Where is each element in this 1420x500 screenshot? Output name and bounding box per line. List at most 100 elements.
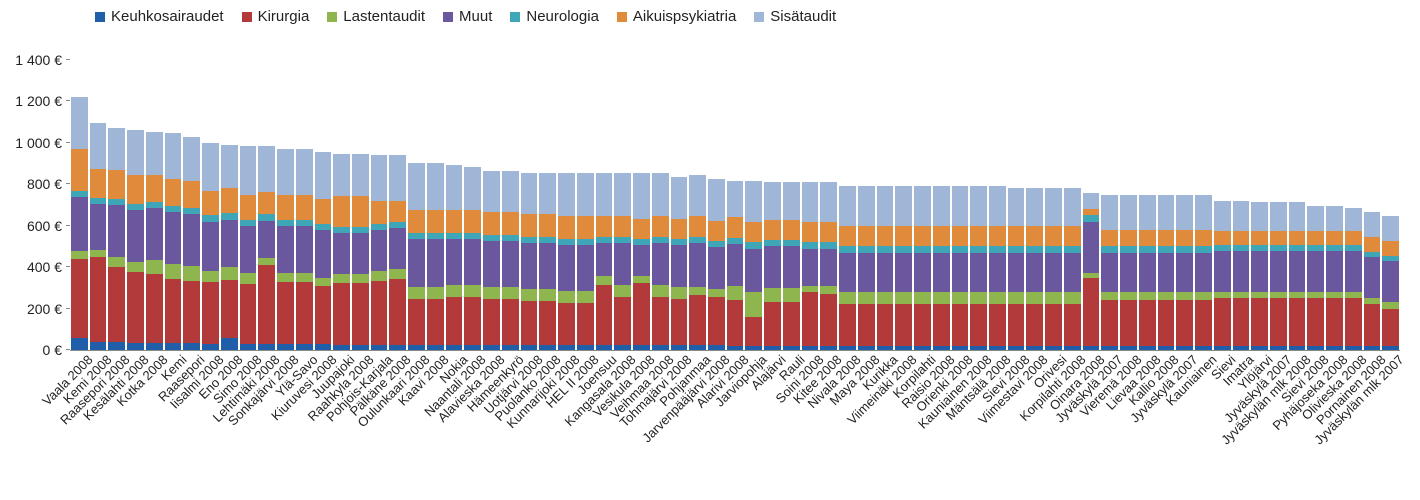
- bar-segment-muut: [127, 210, 144, 262]
- bar-segment-keuhko: [1139, 346, 1156, 350]
- bar-segment-kirurgia: [783, 302, 800, 346]
- bar-segment-lasten: [952, 292, 969, 304]
- bar-segment-muut: [1176, 253, 1193, 292]
- bar-segment-aikuis: [652, 216, 669, 237]
- bar-segment-kirurgia: [689, 295, 706, 345]
- bar: [521, 173, 538, 350]
- bar-segment-kirurgia: [1045, 304, 1062, 345]
- bar-segment-keuhko: [352, 345, 369, 350]
- bar-segment-aikuis: [521, 214, 538, 237]
- bar-segment-keuhko: [708, 345, 725, 350]
- bar-segment-muut: [671, 245, 688, 286]
- bar-segment-muut: [614, 243, 631, 284]
- bar-segment-sisa: [277, 149, 294, 195]
- bar-segment-keuhko: [802, 346, 819, 350]
- bar-segment-aikuis: [240, 195, 257, 220]
- bar-segment-muut: [1158, 253, 1175, 292]
- bar-segment-kirurgia: [502, 299, 519, 345]
- bar-segment-sisa: [877, 186, 894, 225]
- bar-segment-kirurgia: [1158, 300, 1175, 346]
- bar-segment-sisa: [183, 137, 200, 182]
- bars-container: [70, 60, 1400, 350]
- bar-segment-muut: [652, 243, 669, 284]
- plot-area: 0 €200 €400 €600 €800 €1 000 €1 200 €1 4…: [70, 60, 1400, 351]
- bar: [1083, 193, 1100, 350]
- bar-segment-keuhko: [727, 346, 744, 350]
- bar-segment-aikuis: [333, 196, 350, 227]
- bar-segment-kirurgia: [258, 265, 275, 344]
- bar-segment-kirurgia: [558, 303, 575, 344]
- bar-segment-lasten: [839, 292, 856, 304]
- bar-segment-kirurgia: [1345, 298, 1362, 346]
- bar-segment-sisa: [1233, 201, 1250, 231]
- bar-segment-sisa: [521, 173, 538, 214]
- bar-segment-lasten: [258, 258, 275, 265]
- bar-segment-sisa: [577, 173, 594, 217]
- bar-segment-lasten: [727, 286, 744, 301]
- bar-segment-keuhko: [1026, 346, 1043, 350]
- bar-segment-sisa: [652, 173, 669, 217]
- bar-segment-keuhko: [1251, 346, 1268, 350]
- bar-segment-keuhko: [1382, 346, 1399, 350]
- bar-segment-kirurgia: [389, 279, 406, 345]
- bar: [577, 173, 594, 350]
- bar-segment-muut: [1120, 253, 1137, 292]
- bar-segment-sisa: [989, 186, 1006, 225]
- bar-segment-keuhko: [333, 345, 350, 350]
- legend-item-sisa: Sisätaudit: [754, 8, 836, 25]
- bar-segment-keuhko: [202, 344, 219, 350]
- bar-segment-aikuis: [1176, 230, 1193, 247]
- bar-segment-lasten: [1195, 292, 1212, 300]
- bar-segment-lasten: [858, 292, 875, 304]
- y-tick-label: 1 400 €: [15, 52, 70, 68]
- bar-segment-aikuis: [202, 191, 219, 216]
- bar: [464, 167, 481, 350]
- bar-segment-aikuis: [165, 179, 182, 206]
- bar: [1307, 206, 1324, 350]
- bar-segment-kirurgia: [1214, 298, 1231, 346]
- bar-segment-kirurgia: [1120, 300, 1137, 346]
- bar-segment-lasten: [895, 292, 912, 304]
- legend-item-muut: Muut: [443, 8, 492, 25]
- bar-segment-aikuis: [371, 201, 388, 224]
- bar-segment-aikuis: [1326, 231, 1343, 246]
- bar-segment-aikuis: [1345, 231, 1362, 246]
- bar-segment-kirurgia: [820, 294, 837, 346]
- bar-segment-muut: [221, 220, 238, 268]
- bar-segment-lasten: [240, 273, 257, 283]
- bar-segment-sisa: [108, 128, 125, 169]
- bar-segment-muut: [708, 247, 725, 288]
- bar-segment-sisa: [1083, 193, 1100, 210]
- bar: [90, 123, 107, 350]
- bar-segment-aikuis: [764, 220, 781, 241]
- bar-segment-sisa: [1270, 202, 1287, 231]
- bar-segment-kirurgia: [1364, 304, 1381, 345]
- y-tick-mark: [66, 308, 70, 309]
- bar: [895, 186, 912, 350]
- bar-segment-aikuis: [708, 221, 725, 242]
- bar: [1382, 216, 1399, 350]
- bar-segment-kirurgia: [221, 280, 238, 338]
- bar-segment-kirurgia: [1307, 298, 1324, 346]
- bar-segment-aikuis: [970, 226, 987, 247]
- bar: [802, 182, 819, 350]
- bar: [352, 154, 369, 350]
- bar: [1139, 195, 1156, 350]
- bar-segment-aikuis: [877, 226, 894, 247]
- bar: [240, 146, 257, 350]
- bar-segment-keuhko: [1214, 346, 1231, 350]
- bar-segment-aikuis: [858, 226, 875, 247]
- bar-segment-lasten: [296, 273, 313, 281]
- bar: [914, 186, 931, 350]
- bar-segment-kirurgia: [296, 282, 313, 344]
- bar-segment-sisa: [483, 171, 500, 212]
- bar: [277, 149, 294, 350]
- bar-segment-sisa: [914, 186, 931, 225]
- bar: [315, 152, 332, 350]
- bar-segment-aikuis: [258, 192, 275, 215]
- bar-segment-lasten: [1008, 292, 1025, 304]
- bar-segment-aikuis: [146, 175, 163, 202]
- bar-segment-kirurgia: [90, 257, 107, 342]
- bar-segment-sisa: [296, 149, 313, 195]
- bar: [1045, 188, 1062, 350]
